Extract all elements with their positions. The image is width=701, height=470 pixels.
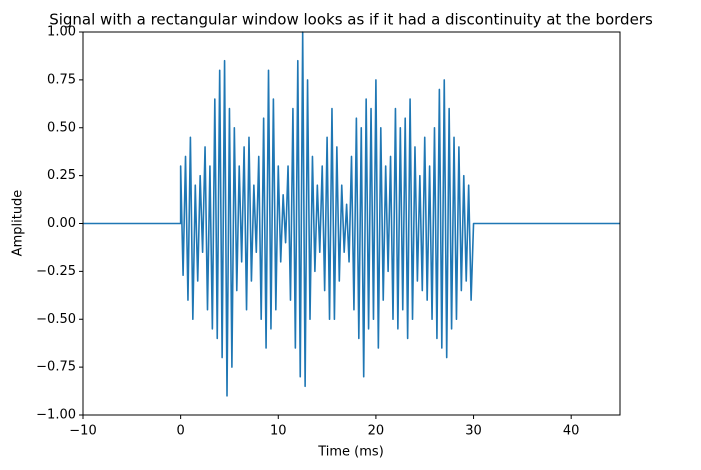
x-tick-label: 20 — [368, 424, 385, 439]
x-tick-label: 40 — [563, 424, 580, 439]
signal-line — [83, 31, 620, 397]
y-tick-label: −0.75 — [36, 360, 76, 375]
x-tick-label: 30 — [465, 424, 482, 439]
y-tick-label: 0.25 — [47, 168, 76, 183]
y-tick-label: 1.00 — [47, 25, 76, 40]
x-tick-label: 0 — [176, 424, 184, 439]
y-tick-label: −0.25 — [36, 264, 76, 279]
y-tick-label: −0.50 — [36, 312, 76, 327]
y-axis-label: Amplitude — [11, 190, 26, 257]
y-tick-label: −1.00 — [36, 408, 76, 423]
x-tick-label: 10 — [270, 424, 287, 439]
x-tick-label: −10 — [69, 424, 96, 439]
y-tick-label: 0.50 — [47, 120, 76, 135]
y-tick-label: 0.00 — [47, 216, 76, 231]
chart-title: Signal with a rectangular window looks a… — [49, 11, 653, 29]
x-axis-label: Time (ms) — [317, 445, 384, 460]
y-tick-label: 0.75 — [47, 72, 76, 87]
